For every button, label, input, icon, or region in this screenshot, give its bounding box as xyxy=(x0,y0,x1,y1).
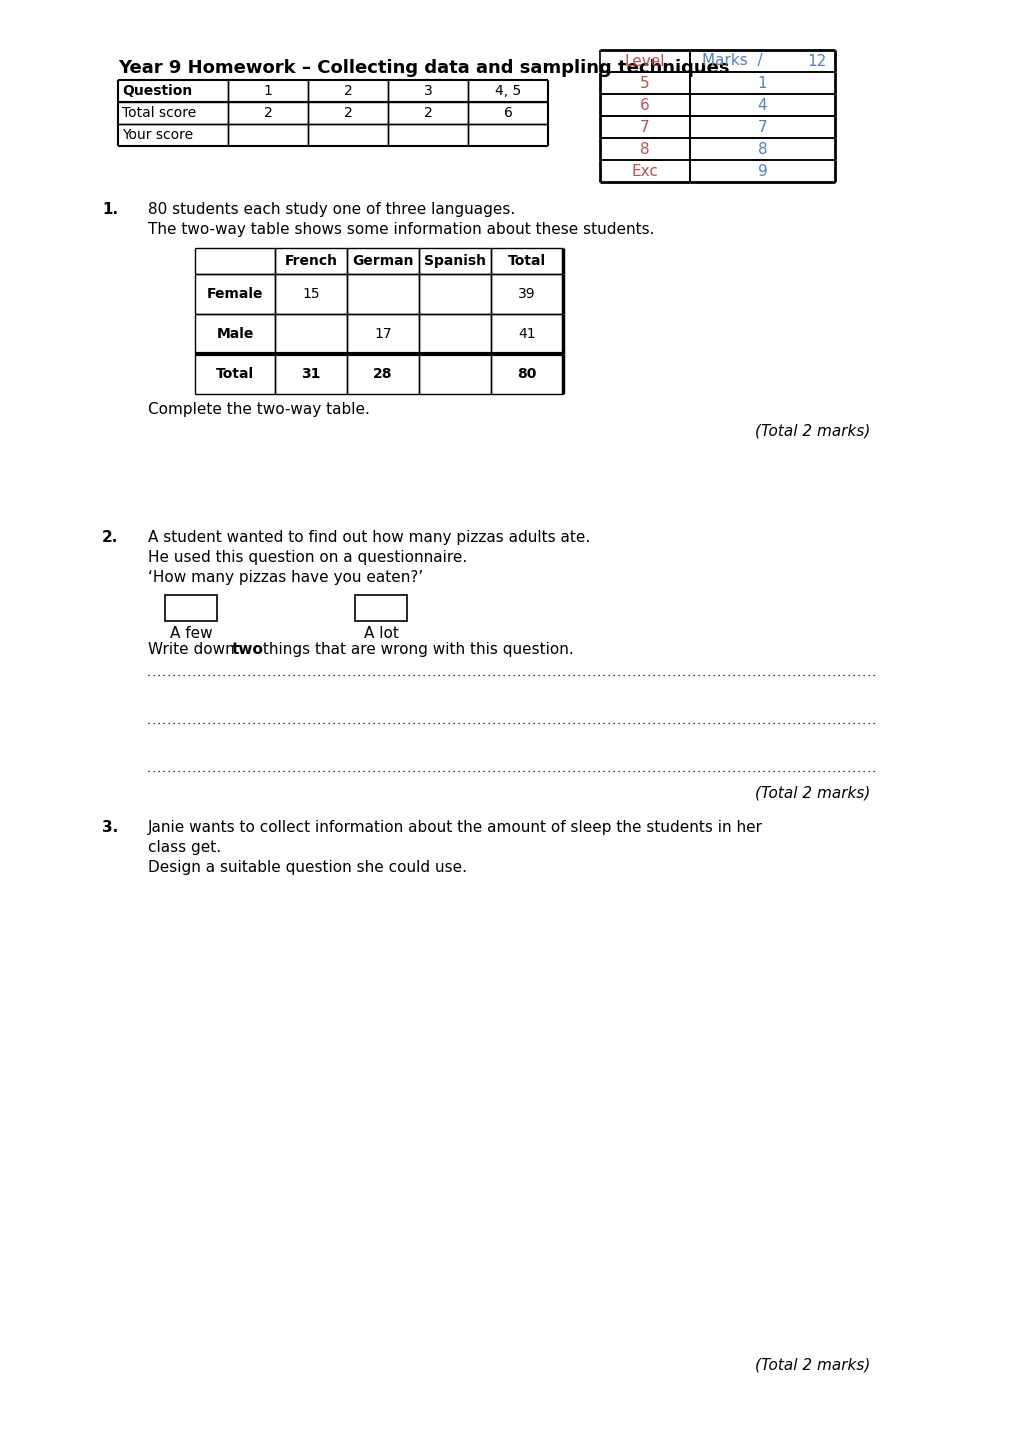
Text: A student wanted to find out how many pizzas adults ate.: A student wanted to find out how many pi… xyxy=(148,530,590,545)
Text: 80 students each study one of three languages.: 80 students each study one of three lang… xyxy=(148,202,515,216)
Text: 3: 3 xyxy=(423,84,432,98)
Text: 2: 2 xyxy=(263,105,272,120)
Text: 4, 5: 4, 5 xyxy=(494,84,521,98)
Text: (Total 2 marks): (Total 2 marks) xyxy=(754,424,869,439)
Text: things that are wrong with this question.: things that are wrong with this question… xyxy=(258,642,574,657)
Text: Question: Question xyxy=(122,84,192,98)
Text: 2: 2 xyxy=(343,105,352,120)
Text: Spanish: Spanish xyxy=(424,254,485,268)
Text: 17: 17 xyxy=(374,328,391,341)
Text: Design a suitable question she could use.: Design a suitable question she could use… xyxy=(148,860,467,874)
Text: 5: 5 xyxy=(640,75,649,91)
Text: A lot: A lot xyxy=(363,626,398,641)
Text: two: two xyxy=(231,642,264,657)
Text: 1: 1 xyxy=(263,84,272,98)
Text: ‘How many pizzas have you eaten?’: ‘How many pizzas have you eaten?’ xyxy=(148,570,423,584)
Text: French: French xyxy=(284,254,337,268)
Text: 1.: 1. xyxy=(102,202,118,216)
Bar xyxy=(355,595,407,620)
Text: 6: 6 xyxy=(503,105,512,120)
Text: Total: Total xyxy=(507,254,545,268)
Text: 4: 4 xyxy=(757,98,766,113)
Text: 2.: 2. xyxy=(102,530,118,545)
Text: 8: 8 xyxy=(640,141,649,156)
Text: 80: 80 xyxy=(517,367,536,381)
Text: Exc: Exc xyxy=(631,163,658,179)
Text: Write down: Write down xyxy=(148,642,239,657)
Text: Total score: Total score xyxy=(122,105,196,120)
Text: 12: 12 xyxy=(807,53,825,68)
Text: Female: Female xyxy=(207,287,263,302)
Text: Janie wants to collect information about the amount of sleep the students in her: Janie wants to collect information about… xyxy=(148,820,762,835)
Text: 6: 6 xyxy=(640,98,649,113)
Text: 39: 39 xyxy=(518,287,535,302)
Text: Total: Total xyxy=(216,367,254,381)
Text: (Total 2 marks): (Total 2 marks) xyxy=(754,1358,869,1372)
Text: 2: 2 xyxy=(343,84,352,98)
Text: Your score: Your score xyxy=(122,128,193,141)
Text: 9: 9 xyxy=(757,163,766,179)
Text: The two-way table shows some information about these students.: The two-way table shows some information… xyxy=(148,222,654,237)
Text: A few: A few xyxy=(169,626,212,641)
Text: 15: 15 xyxy=(302,287,320,302)
Text: 41: 41 xyxy=(518,328,535,341)
Text: German: German xyxy=(352,254,414,268)
Text: 28: 28 xyxy=(373,367,392,381)
Text: Male: Male xyxy=(216,328,254,341)
Text: Year 9 Homework – Collecting data and sampling techniques: Year 9 Homework – Collecting data and sa… xyxy=(118,59,729,76)
Text: (Total 2 marks): (Total 2 marks) xyxy=(754,785,869,799)
Text: 31: 31 xyxy=(301,367,320,381)
Text: 3.: 3. xyxy=(102,820,118,835)
Bar xyxy=(165,595,217,620)
Text: 8: 8 xyxy=(757,141,766,156)
Text: Marks  /: Marks / xyxy=(701,53,762,68)
Text: 7: 7 xyxy=(757,120,766,134)
Text: 1: 1 xyxy=(757,75,766,91)
Text: class get.: class get. xyxy=(148,840,221,856)
Text: 7: 7 xyxy=(640,120,649,134)
Text: He used this question on a questionnaire.: He used this question on a questionnaire… xyxy=(148,550,467,566)
Text: Complete the two-way table.: Complete the two-way table. xyxy=(148,403,370,417)
Text: 2: 2 xyxy=(423,105,432,120)
Text: Level: Level xyxy=(624,53,664,68)
